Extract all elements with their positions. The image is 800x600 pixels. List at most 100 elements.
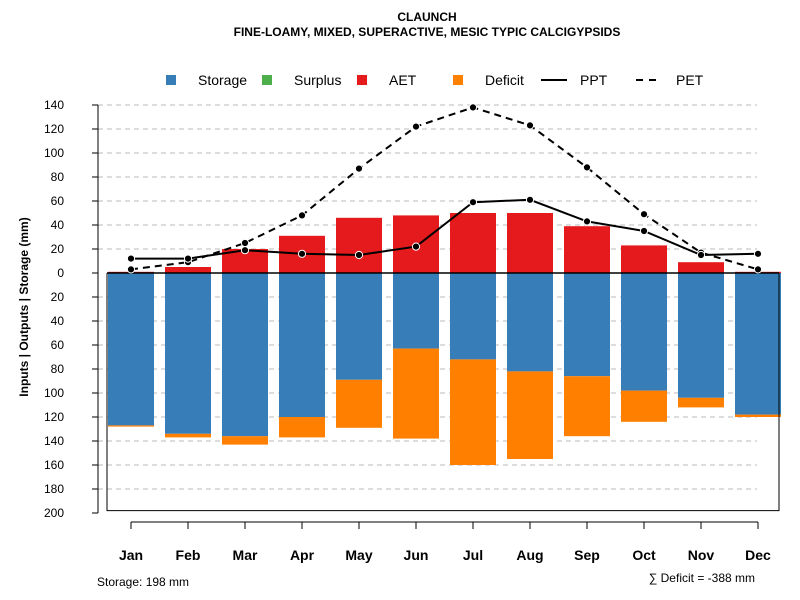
storage-capacity-box (106, 273, 780, 512)
deficit-bar (450, 359, 496, 465)
y-axis-label: Inputs | Outputs | Storage (mm) (17, 217, 31, 396)
ppt-point (126, 254, 136, 263)
aet-bar (165, 267, 211, 273)
y-tick-label: 160 (44, 458, 64, 472)
pet-point (354, 164, 364, 173)
deficit-bar (678, 397, 724, 408)
storage-bar (621, 273, 667, 391)
y-tick-label: 20 (51, 290, 65, 304)
y-tick-label: 80 (51, 170, 65, 184)
storage-bar (165, 273, 211, 434)
deficit-bar (735, 414, 781, 417)
y-tick-label: 0 (57, 266, 64, 280)
storage-bar (678, 273, 724, 398)
ppt-point (582, 217, 592, 226)
storage-bar (507, 273, 553, 372)
storage-bar (222, 273, 268, 437)
y-tick-label: 120 (44, 410, 64, 424)
pet-line (130, 106, 759, 271)
legend-label-deficit: Deficit (485, 72, 524, 88)
ppt-point (753, 249, 763, 258)
deficit-bar (279, 417, 325, 438)
y-tick-label: 180 (44, 482, 64, 496)
y-tick-label: 120 (44, 122, 64, 136)
y-tick-label: 40 (51, 218, 65, 232)
pet-point (639, 210, 649, 219)
legend-swatch-storage (166, 75, 176, 85)
legend-label-pet: PET (676, 72, 704, 88)
legend-swatch-deficit (453, 75, 463, 85)
pet-point (240, 238, 250, 248)
deficit-bar (108, 425, 154, 427)
deficit-bar (507, 371, 553, 459)
pet-point (126, 265, 136, 274)
x-tick-label: Jun (404, 547, 429, 563)
storage-bar (450, 273, 496, 360)
storage-bar (336, 273, 382, 380)
x-tick-label: Nov (688, 547, 715, 563)
storage-bar (108, 273, 154, 426)
x-tick-label: Mar (233, 547, 258, 563)
bars (108, 213, 781, 465)
x-tick-label: Apr (290, 547, 315, 563)
storage-bar (735, 273, 781, 415)
legend: Storage Surplus AET Deficit PPT PET (166, 72, 704, 88)
y-tick-label: 80 (51, 362, 65, 376)
y-tick-label: 100 (44, 146, 64, 160)
lines (126, 103, 763, 274)
footer-storage: Storage: 198 mm (97, 575, 189, 589)
footer-deficit: ∑ Deficit = -388 mm (649, 571, 755, 585)
aet-bar (507, 213, 553, 273)
ppt-point (411, 242, 421, 251)
ppt-point (297, 249, 307, 258)
x-tick-label: Aug (516, 547, 543, 563)
ppt-point (183, 254, 193, 263)
x-tick-label: May (345, 547, 372, 563)
deficit-bar (564, 376, 610, 437)
pet-point (468, 103, 478, 112)
aet-bar (678, 262, 724, 273)
aet-bar (621, 245, 667, 273)
legend-swatch-surplus (262, 75, 272, 85)
y-tick-label: 200 (44, 506, 64, 520)
chart-title: CLAUNCH (397, 10, 456, 24)
y-tick-label: 100 (44, 386, 64, 400)
ppt-point (468, 198, 478, 207)
x-tick-label: Jan (119, 547, 143, 563)
deficit-bar (222, 436, 268, 445)
ppt-point (354, 250, 364, 260)
legend-label-ppt: PPT (580, 72, 608, 88)
legend-swatch-aet (357, 75, 367, 85)
deficit-bar (621, 390, 667, 422)
legend-label-aet: AET (389, 72, 417, 88)
legend-label-surplus: Surplus (294, 72, 341, 88)
deficit-bar (165, 433, 211, 438)
pet-point (525, 121, 535, 130)
ppt-line (131, 198, 759, 260)
y-tick-label: 20 (51, 242, 65, 256)
axes: 0 20 40 60 80 100 120 140 20 40 60 80 100 120 140 160 18… (44, 98, 780, 563)
chart-subtitle: FINE-LOAMY, MIXED, SUPERACTIVE, MESIC TY… (234, 25, 621, 39)
y-tick-label: 140 (44, 98, 64, 112)
ppt-point (639, 226, 649, 236)
ppt-point (696, 250, 706, 260)
storage-bar (393, 273, 439, 349)
aet-bar (564, 226, 610, 273)
x-tick-label: Jul (463, 547, 483, 563)
y-tick-label: 60 (51, 338, 65, 352)
storage-bar (279, 273, 325, 417)
aet-bar (450, 213, 496, 273)
x-tick-label: Dec (745, 547, 771, 563)
ppt-point (240, 246, 250, 255)
x-tick-label: Feb (176, 547, 201, 563)
pet-point (753, 265, 763, 274)
deficit-bar (393, 348, 439, 439)
x-tick-label: Oct (632, 547, 656, 563)
legend-label-storage: Storage (198, 72, 247, 88)
y-tick-label: 140 (44, 434, 64, 448)
y-tick-label: 60 (51, 194, 65, 208)
storage-bar (564, 273, 610, 377)
ppt-point (525, 195, 535, 204)
aet-bar (336, 217, 382, 273)
